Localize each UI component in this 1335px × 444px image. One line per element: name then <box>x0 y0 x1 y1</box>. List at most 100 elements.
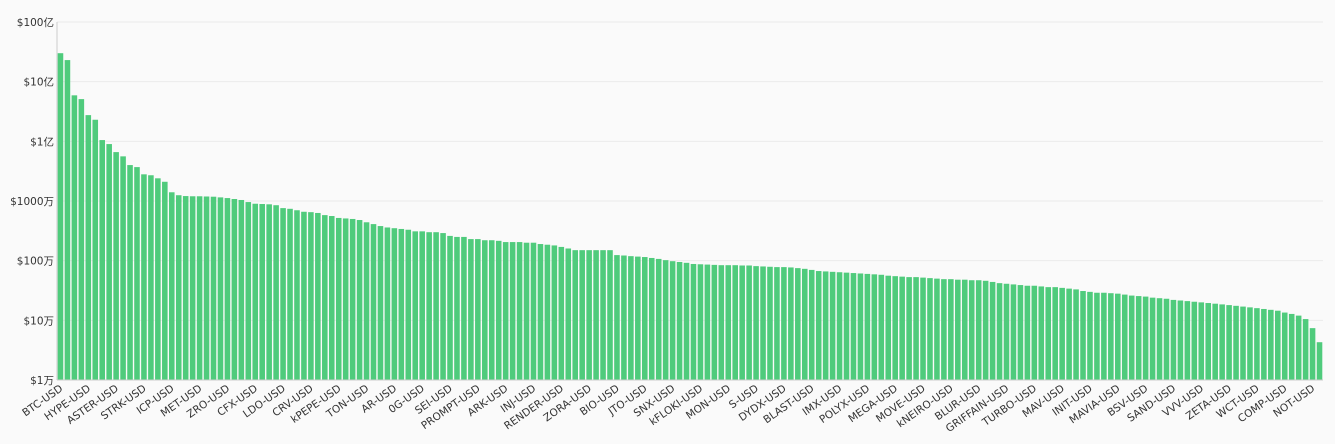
bar <box>1233 305 1239 380</box>
bar <box>426 232 432 380</box>
bar <box>113 152 119 380</box>
bar <box>301 211 307 380</box>
y-tick-label: $10万 <box>23 315 54 327</box>
bar <box>210 196 217 380</box>
bar <box>593 250 599 380</box>
bar <box>975 280 982 380</box>
bar <box>760 266 766 380</box>
bar <box>57 53 64 381</box>
bar <box>642 257 648 380</box>
bar <box>1177 300 1184 380</box>
bar <box>162 181 168 380</box>
bar <box>509 242 516 380</box>
bar <box>1073 289 1079 380</box>
bar <box>1052 287 1058 380</box>
bar <box>356 220 363 380</box>
bar <box>182 196 189 380</box>
bar <box>1316 342 1323 380</box>
bar <box>245 202 252 380</box>
bar <box>669 261 676 380</box>
bar <box>92 119 99 380</box>
bar <box>1309 328 1316 380</box>
bar <box>892 276 898 380</box>
bar <box>64 60 71 381</box>
bar <box>1184 301 1191 380</box>
bar <box>1115 293 1121 380</box>
bar <box>836 272 843 380</box>
bar <box>315 212 321 380</box>
bar <box>1275 310 1281 380</box>
bar <box>711 264 718 380</box>
bar <box>537 244 544 380</box>
bar <box>391 228 398 380</box>
bar <box>155 178 161 380</box>
bar <box>544 244 551 380</box>
bar <box>767 266 773 380</box>
bar <box>607 250 613 380</box>
bar <box>739 265 745 380</box>
bar <box>614 255 620 380</box>
bar <box>774 267 780 380</box>
bar <box>217 197 224 380</box>
bar <box>1121 294 1128 380</box>
bar <box>857 273 864 380</box>
bar <box>864 273 871 380</box>
bar <box>718 265 725 380</box>
bar <box>961 279 968 380</box>
bar <box>148 175 154 380</box>
bar <box>85 115 92 381</box>
bar <box>454 236 460 380</box>
bar <box>635 256 641 380</box>
bar <box>78 99 85 380</box>
bar <box>795 268 801 380</box>
bar <box>1128 295 1135 380</box>
bar <box>384 227 391 380</box>
bar <box>342 218 349 380</box>
bar <box>328 216 335 380</box>
bar <box>955 279 961 380</box>
bar <box>377 226 384 380</box>
bar <box>419 231 425 380</box>
bar <box>523 242 530 380</box>
bar <box>370 224 377 380</box>
bar <box>168 192 175 380</box>
bar <box>1205 303 1212 380</box>
bar <box>1010 284 1017 380</box>
bar <box>189 196 196 380</box>
bar <box>530 242 537 380</box>
bar <box>878 274 885 380</box>
bar <box>1198 302 1205 380</box>
bar <box>704 264 711 380</box>
y-tick-label: $10亿 <box>23 76 54 89</box>
bar <box>850 273 857 380</box>
bar <box>405 229 412 380</box>
bar <box>287 208 293 380</box>
bar <box>572 250 579 380</box>
bar <box>71 95 78 380</box>
bar <box>989 281 996 380</box>
bar <box>1003 283 1010 380</box>
bar <box>475 239 481 380</box>
bar <box>440 233 446 380</box>
bar <box>746 265 752 380</box>
bar <box>482 240 488 380</box>
bar <box>1087 291 1093 380</box>
bar <box>1024 285 1031 380</box>
bar <box>99 140 105 380</box>
bar <box>335 217 342 380</box>
bar <box>294 210 300 380</box>
bar <box>982 280 989 380</box>
bar <box>968 280 975 380</box>
bar <box>1212 303 1218 380</box>
bar <box>203 196 210 380</box>
bar <box>106 144 112 380</box>
bar <box>273 205 279 380</box>
bar <box>224 198 231 380</box>
y-tick-label: $100亿 <box>17 16 54 29</box>
bar <box>871 274 878 380</box>
bar <box>1163 298 1170 380</box>
bar <box>801 268 808 380</box>
bar <box>815 271 822 380</box>
bar <box>600 250 606 380</box>
